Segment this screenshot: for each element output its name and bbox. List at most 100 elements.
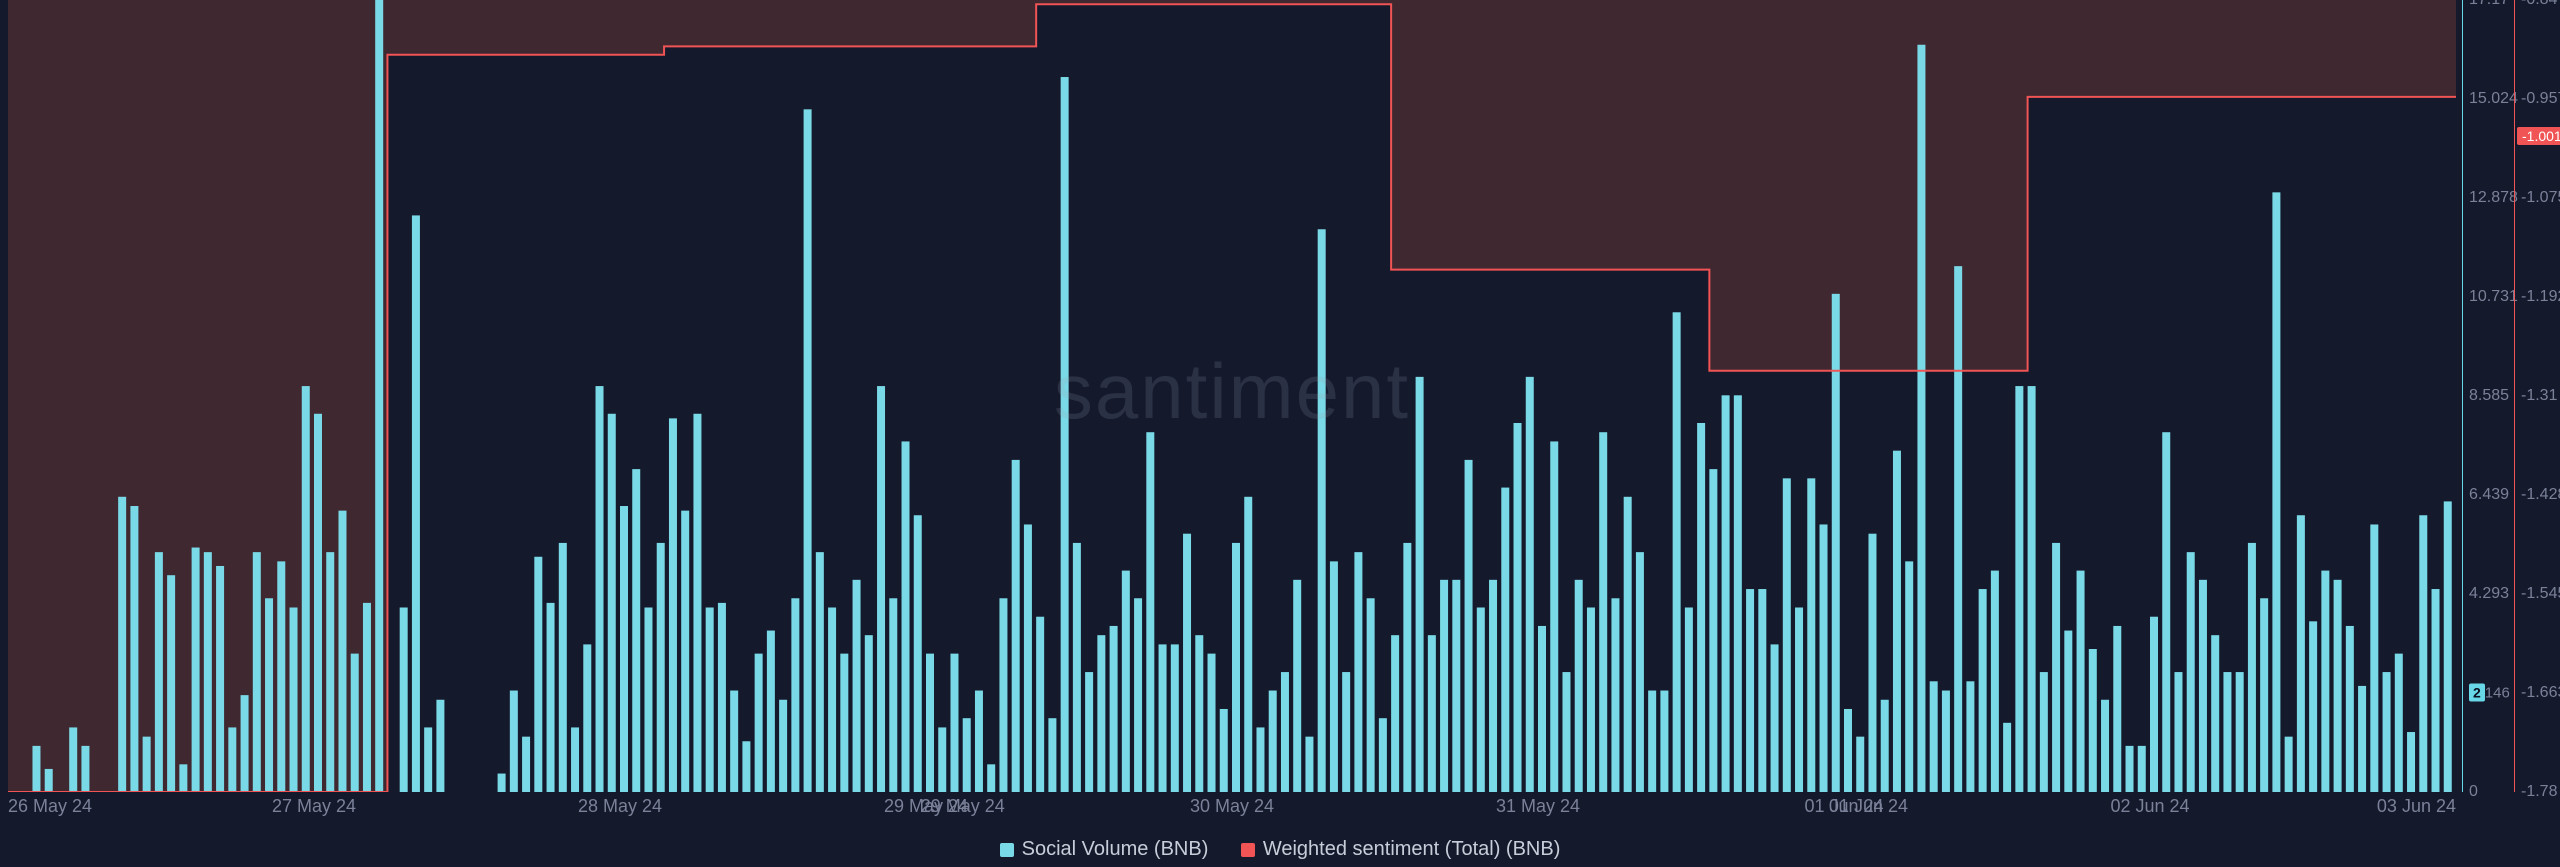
volume-bar[interactable] <box>816 552 824 792</box>
volume-bar[interactable] <box>2052 543 2060 792</box>
volume-bar[interactable] <box>1599 432 1607 792</box>
volume-bar[interactable] <box>2211 635 2219 792</box>
volume-bar[interactable] <box>2334 580 2342 792</box>
volume-bar[interactable] <box>1648 691 1656 792</box>
volume-bar[interactable] <box>1954 266 1962 792</box>
volume-bar[interactable] <box>1660 691 1668 792</box>
volume-bar[interactable] <box>1379 718 1387 792</box>
volume-bar[interactable] <box>1771 644 1779 792</box>
volume-bar[interactable] <box>632 469 640 792</box>
volume-bar[interactable] <box>2113 626 2121 792</box>
volume-bar[interactable] <box>400 607 408 792</box>
volume-bar[interactable] <box>130 506 138 792</box>
volume-bar[interactable] <box>2223 672 2231 792</box>
volume-bar[interactable] <box>143 737 151 792</box>
volume-bar[interactable] <box>1820 524 1828 792</box>
volume-bar[interactable] <box>1232 543 1240 792</box>
volume-bar[interactable] <box>2126 746 2134 792</box>
volume-bar[interactable] <box>351 654 359 792</box>
volume-bar[interactable] <box>1171 644 1179 792</box>
volume-bar[interactable] <box>2187 552 2195 792</box>
volume-bar[interactable] <box>241 695 249 792</box>
volume-bar[interactable] <box>69 727 77 792</box>
volume-bar[interactable] <box>192 548 200 792</box>
volume-bar[interactable] <box>1061 77 1069 792</box>
volume-bar[interactable] <box>2383 672 2391 792</box>
volume-bar[interactable] <box>2272 192 2280 792</box>
volume-bar[interactable] <box>2101 700 2109 792</box>
volume-bar[interactable] <box>2419 515 2427 792</box>
volume-bar[interactable] <box>1844 709 1852 792</box>
volume-bar[interactable] <box>1122 571 1130 792</box>
volume-bar[interactable] <box>718 603 726 792</box>
volume-bar[interactable] <box>2370 524 2378 792</box>
volume-bar[interactable] <box>1220 709 1228 792</box>
volume-bar[interactable] <box>436 700 444 792</box>
volume-bar[interactable] <box>2138 746 2146 792</box>
volume-bar[interactable] <box>412 215 420 792</box>
volume-bar[interactable] <box>155 552 163 792</box>
volume-bar[interactable] <box>1611 598 1619 792</box>
volume-bar[interactable] <box>1391 635 1399 792</box>
volume-bar[interactable] <box>828 607 836 792</box>
volume-bar[interactable] <box>265 598 273 792</box>
volume-bar[interactable] <box>1783 478 1791 792</box>
volume-bar[interactable] <box>669 418 677 792</box>
volume-bar[interactable] <box>706 607 714 792</box>
volume-bar[interactable] <box>2444 501 2452 792</box>
volume-bar[interactable] <box>1146 432 1154 792</box>
volume-bar[interactable] <box>1501 488 1509 792</box>
volume-bar[interactable] <box>1734 395 1742 792</box>
volume-bar[interactable] <box>730 691 738 792</box>
volume-bar[interactable] <box>1183 534 1191 792</box>
volume-bar[interactable] <box>938 727 946 792</box>
volume-bar[interactable] <box>2162 432 2170 792</box>
volume-bar[interactable] <box>2174 672 2182 792</box>
volume-bar[interactable] <box>204 552 212 792</box>
volume-bar[interactable] <box>779 700 787 792</box>
volume-bar[interactable] <box>865 635 873 792</box>
volume-bar[interactable] <box>853 580 861 792</box>
volume-bar[interactable] <box>81 746 89 792</box>
volume-bar[interactable] <box>644 607 652 792</box>
volume-bar[interactable] <box>2260 598 2268 792</box>
volume-bar[interactable] <box>2236 672 2244 792</box>
volume-bar[interactable] <box>1428 635 1436 792</box>
volume-bar[interactable] <box>1991 571 1999 792</box>
volume-bar[interactable] <box>32 746 40 792</box>
volume-bar[interactable] <box>1538 626 1546 792</box>
volume-bar[interactable] <box>767 631 775 792</box>
volume-bar[interactable] <box>755 654 763 792</box>
volume-bar[interactable] <box>657 543 665 792</box>
volume-bar[interactable] <box>167 575 175 792</box>
volume-bar[interactable] <box>1587 607 1595 792</box>
volume-bar[interactable] <box>693 414 701 792</box>
volume-bar[interactable] <box>1795 607 1803 792</box>
volume-bar[interactable] <box>314 414 322 792</box>
volume-bar[interactable] <box>1085 672 1093 792</box>
volume-bar[interactable] <box>498 774 506 792</box>
volume-bar[interactable] <box>596 386 604 792</box>
volume-bar[interactable] <box>2432 589 2440 792</box>
volume-bar[interactable] <box>2064 631 2072 792</box>
volume-bar[interactable] <box>1024 524 1032 792</box>
volume-bar[interactable] <box>999 598 1007 792</box>
volume-bar[interactable] <box>2077 571 2085 792</box>
volume-bar[interactable] <box>620 506 628 792</box>
volume-bar[interactable] <box>950 654 958 792</box>
volume-bar[interactable] <box>1012 460 1020 792</box>
volume-bar[interactable] <box>1159 644 1167 792</box>
volume-bar[interactable] <box>1489 580 1497 792</box>
volume-bar[interactable] <box>1416 377 1424 792</box>
volume-bar[interactable] <box>1318 229 1326 792</box>
volume-bar[interactable] <box>1868 534 1876 792</box>
volume-bar[interactable] <box>840 654 848 792</box>
volume-bar[interactable] <box>1930 681 1938 792</box>
volume-bar[interactable] <box>2395 654 2403 792</box>
volume-bar[interactable] <box>1354 552 1362 792</box>
legend-item-volume[interactable]: Social Volume (BNB) <box>1000 838 1209 861</box>
volume-bar[interactable] <box>583 644 591 792</box>
volume-bar[interactable] <box>1636 552 1644 792</box>
volume-bar[interactable] <box>1208 654 1216 792</box>
volume-bar[interactable] <box>338 511 346 792</box>
